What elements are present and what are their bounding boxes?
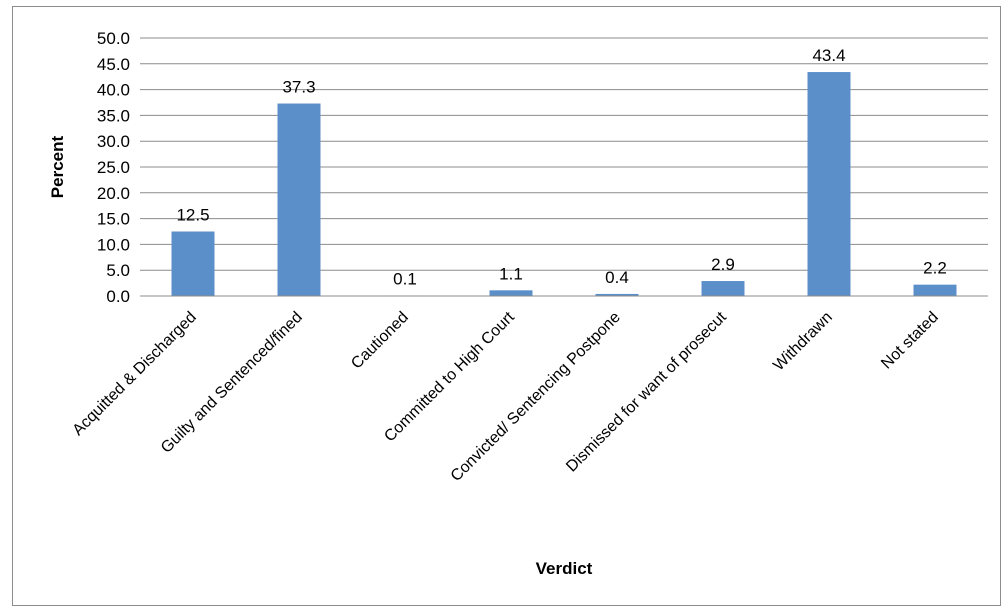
y-tick-label: 35.0 [97,106,130,125]
bar-chart: 0.0 5.0 10.0 15.0 20.0 25.0 30.0 35.0 40.0 45.0 50… [48,29,988,578]
data-label: 43.4 [812,46,845,65]
bar [171,231,215,296]
y-tick-label: 25.0 [97,158,130,177]
x-category-label: Withdrawn [770,309,835,374]
y-tick-label: 5.0 [106,261,130,280]
x-category-label: Not stated [878,309,942,373]
data-label: 2.2 [923,259,947,278]
data-label: 12.5 [176,206,209,225]
data-label: 0.4 [605,268,629,287]
x-category-label: Acquitted & Discharged [70,309,200,439]
y-tick-label: 10.0 [97,235,130,254]
bar [807,72,851,296]
y-tick-label: 40.0 [97,81,130,100]
data-label: 0.1 [393,269,417,288]
data-label: 2.9 [711,255,735,274]
bar [277,103,321,296]
x-category-label: Cautioned [348,309,412,373]
y-tick-label: 50.0 [97,29,130,48]
data-label: 1.1 [499,264,523,283]
bar [489,290,533,296]
bar [701,281,745,296]
y-axis-title: Percent [48,135,67,198]
y-tick-label: 30.0 [97,132,130,151]
data-labels: 12.5 37.3 0.1 1.1 0.4 2.9 43.4 2.2 [176,46,946,288]
chart-frame: 0.0 5.0 10.0 15.0 20.0 25.0 30.0 35.0 40.0 45.0 50… [12,6,1001,606]
y-axis-ticks: 0.0 5.0 10.0 15.0 20.0 25.0 30.0 35.0 40.0 45.0 50… [97,29,130,306]
y-tick-label: 20.0 [97,184,130,203]
y-tick-label: 0.0 [106,287,130,306]
x-category-label: Convicted/ Sentencing Postpone [448,309,624,485]
bar [913,284,957,296]
bar [595,293,639,296]
gridlines [140,37,988,271]
y-tick-label: 15.0 [97,210,130,229]
bars [171,72,957,296]
x-axis-title: Verdict [536,559,593,578]
data-label: 37.3 [282,78,315,97]
y-tick-label: 45.0 [97,55,130,74]
